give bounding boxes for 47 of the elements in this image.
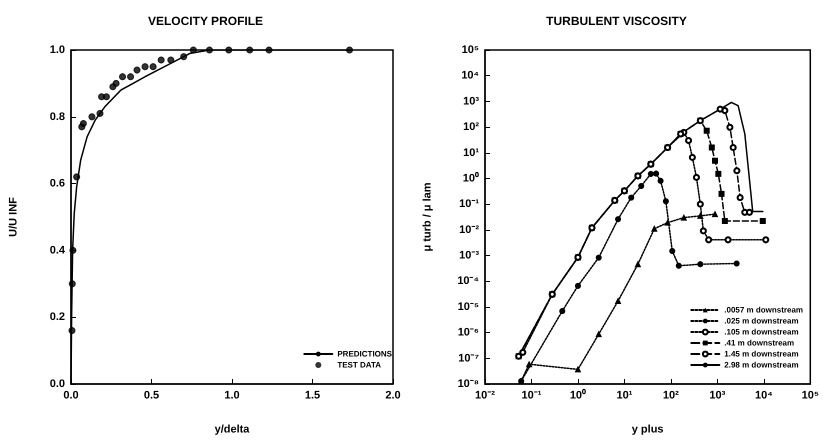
legend-label: .025 m downstream bbox=[724, 316, 799, 326]
legend-label: TEST DATA bbox=[337, 360, 382, 370]
y-tick-label: 0.2 bbox=[50, 311, 65, 324]
legend-label: 1.45 m downstream bbox=[724, 350, 799, 358]
x-tick-label: 10¹ bbox=[616, 390, 633, 402]
y-tick-label: 10¹ bbox=[463, 146, 480, 159]
chart-title: TURBULENT VISCOSITY bbox=[546, 14, 687, 28]
x-tick-label: 10³ bbox=[709, 390, 726, 402]
x-tick-label: 10⁴ bbox=[754, 390, 773, 402]
x-tick-label: 10⁻¹ bbox=[522, 390, 542, 402]
y-tick-label: 10³ bbox=[463, 95, 480, 108]
x-tick-label: 1.5 bbox=[304, 390, 320, 402]
x-tick-label: 10⁰ bbox=[570, 388, 586, 402]
y-tick-label: 0.6 bbox=[50, 178, 65, 190]
x-tick-label: 0.5 bbox=[144, 390, 160, 402]
y-tick-label: 10⁰ bbox=[462, 171, 479, 184]
y-tick-label: 10⁻¹ bbox=[459, 198, 480, 210]
y-tick-label: 10⁻⁶ bbox=[458, 326, 479, 339]
y-tick-label: 10⁻⁵ bbox=[458, 300, 479, 313]
legend-label: .41 m downstream bbox=[724, 338, 794, 348]
y-tick-label: 10² bbox=[463, 121, 480, 134]
x-tick-label: 2.0 bbox=[385, 390, 401, 402]
y-tick-label: 10⁵ bbox=[462, 44, 479, 56]
y-tick-label: 0.8 bbox=[50, 110, 65, 123]
legend-label: 2.98 m downstream bbox=[724, 360, 799, 370]
legend-label: .105 m downstream bbox=[724, 328, 799, 336]
x-tick-label: 0.0 bbox=[63, 390, 79, 402]
y-axis-title: U/U INF bbox=[8, 196, 20, 237]
y-tick-label: 10⁻⁴ bbox=[457, 275, 479, 288]
x-tick-label: 10⁻² bbox=[475, 390, 496, 402]
y-tick-label: 0.4 bbox=[50, 244, 66, 256]
y-tick-label: 1.0 bbox=[50, 44, 65, 56]
y-tick-label: 10⁻⁸ bbox=[458, 378, 479, 390]
x-tick-label: 10⁵ bbox=[802, 390, 819, 402]
y-axis-title: μ turb / μ lam bbox=[422, 182, 434, 252]
chart-title: VELOCITY PROFILE bbox=[148, 14, 264, 28]
x-axis-title: y plus bbox=[632, 424, 664, 436]
y-tick-label: 10⁻² bbox=[459, 224, 480, 236]
legend-label: .0057 m downstream bbox=[724, 306, 804, 314]
legend-label: PREDICTIONS bbox=[337, 350, 393, 358]
x-tick-label: 1.0 bbox=[224, 390, 240, 402]
x-tick-label: 10² bbox=[662, 390, 680, 402]
y-tick-label: 10⁴ bbox=[461, 70, 479, 82]
y-tick-label: 10⁻³ bbox=[459, 250, 480, 262]
x-axis-title: y/delta bbox=[214, 424, 250, 436]
y-tick-label: 0.0 bbox=[50, 378, 65, 390]
y-tick-label: 10⁻⁷ bbox=[458, 352, 480, 364]
